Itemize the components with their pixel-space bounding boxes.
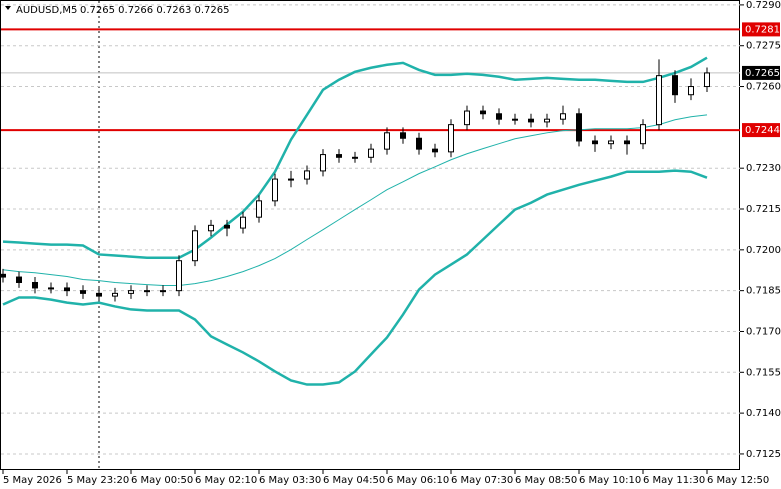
candle-body (192, 230, 198, 262)
y-tick-label: 0.7275 (746, 41, 781, 52)
x-tick-label: 6 May 02:10 (195, 475, 257, 486)
candle-body (432, 148, 438, 153)
candle-body (224, 224, 230, 229)
y-tick-label: 0.7200 (746, 245, 781, 256)
y-tick-label: 0.7185 (746, 286, 781, 297)
candle-body (496, 113, 502, 120)
candle-body (608, 140, 614, 145)
level-label-box (742, 22, 780, 37)
level-label-box (742, 123, 780, 138)
candle-body (624, 140, 630, 145)
candle-body (32, 281, 38, 289)
level-label: 0.7281 (745, 24, 780, 35)
y-tick-label: 0.7260 (746, 82, 781, 93)
candle-body (128, 290, 134, 294)
candle-body (64, 287, 70, 292)
candle-body (80, 290, 86, 294)
y-tick-label: 0.7290 (746, 0, 781, 11)
x-tick-label: 6 May 12:50 (707, 475, 769, 486)
candle-body (256, 200, 262, 218)
candle-body (176, 260, 182, 292)
candle-body (144, 290, 150, 293)
candle-body (656, 75, 662, 126)
candle-body (512, 118, 518, 121)
candle-body (96, 292, 102, 297)
candle-body (288, 178, 294, 181)
candle-body (368, 148, 374, 158)
y-tick-label: 0.7215 (746, 204, 781, 215)
symbol-menu-arrow[interactable] (5, 6, 11, 10)
x-tick-label: 5 May 23:20 (67, 475, 129, 486)
plot-layer (0, 4, 740, 455)
candle-body (48, 287, 54, 290)
x-tick-label: 6 May 04:50 (323, 475, 385, 486)
candle-body (208, 224, 214, 232)
y-tick-label: 0.7230 (746, 163, 781, 174)
x-tick-label: 6 May 08:50 (515, 475, 577, 486)
candle-body (384, 132, 390, 150)
candle-body (16, 276, 22, 283)
candle-body (352, 156, 358, 159)
candle-body (336, 154, 342, 158)
candle-body (640, 124, 646, 145)
candle-body (544, 118, 550, 123)
x-tick-label: 6 May 10:10 (579, 475, 641, 486)
band-line (2, 114, 708, 286)
chart-title: AUDUSD,M5 (16, 5, 77, 16)
plot-frame (0, 0, 740, 470)
x-tick-label: 6 May 06:10 (387, 475, 449, 486)
candle-body (304, 170, 310, 180)
band-line (2, 169, 708, 386)
candle-body (576, 113, 582, 142)
x-tick-label: 5 May 2026 (3, 475, 62, 486)
candle-body (112, 292, 118, 297)
candle-body (528, 118, 534, 123)
current-price-label: 0.7265 (745, 68, 780, 79)
candle-body (272, 178, 278, 202)
y-tick-label: 0.7170 (746, 326, 781, 337)
x-tick-label: 6 May 03:30 (259, 475, 321, 486)
x-tick-label: 6 May 11:30 (643, 475, 705, 486)
candle-body (0, 273, 6, 278)
candle-body (688, 86, 694, 96)
candle-body (464, 110, 470, 126)
ohlc-header: 0.7265 0.7266 0.7263 0.7265 (80, 5, 230, 16)
y-tick-label: 0.7155 (746, 367, 781, 378)
candle-body (592, 140, 598, 145)
x-tick-label: 6 May 00:50 (131, 475, 193, 486)
candle-body (704, 72, 710, 88)
y-tick-label: 0.7140 (746, 408, 781, 419)
y-tick-label: 0.7125 (746, 449, 781, 460)
candle-body (320, 154, 326, 172)
candle-body (416, 137, 422, 150)
candle-body (480, 110, 486, 115)
band-line (2, 56, 708, 259)
candle-body (560, 113, 566, 120)
candle-body (448, 124, 454, 153)
x-tick-label: 6 May 07:30 (451, 475, 513, 486)
candle-body (240, 216, 246, 229)
candle-body (160, 290, 166, 293)
candle-body (400, 132, 406, 139)
candle-body (672, 75, 678, 96)
current-price-box (742, 65, 780, 80)
level-label: 0.7244 (745, 125, 780, 136)
